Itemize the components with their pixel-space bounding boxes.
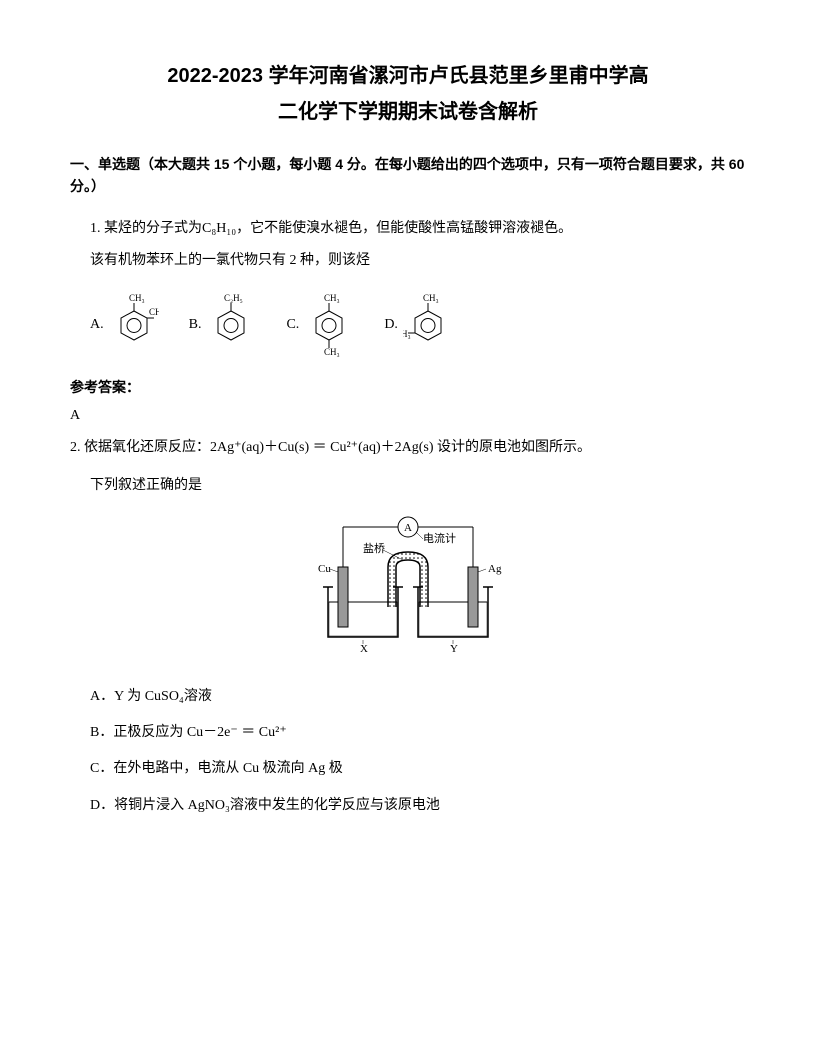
q2-option-b: B．正极反应为 Cu－2e⁻ ＝ Cu²⁺ <box>90 722 746 744</box>
q1-answer: A <box>70 405 746 427</box>
q2-option-d: D．将铜片浸入 AgNO₃溶液中发生的化学反应与该原电池 <box>90 795 746 817</box>
q1-option-b-label: B. <box>189 314 202 336</box>
svg-text:Cu: Cu <box>318 563 331 575</box>
q1-option-d: D. CH₃ CH₃ <box>384 293 453 358</box>
svg-text:CH₃: CH₃ <box>403 329 411 339</box>
benzene-b-icon: C₂H₅ <box>206 293 256 358</box>
benzene-d-icon: CH₃ CH₃ <box>403 293 453 358</box>
svg-text:CH₃: CH₃ <box>324 347 340 357</box>
q1-option-b: B. C₂H₅ <box>189 293 257 358</box>
svg-text:CH₃: CH₃ <box>129 293 145 303</box>
battery-diagram: A 盐桥 电流计 Cu Ag <box>70 512 746 670</box>
q2-subtext: 下列叙述正确的是 <box>90 475 746 497</box>
q1-number: 1. <box>90 221 101 236</box>
q1-option-c: C. CH₃ CH₃ <box>286 293 354 358</box>
svg-text:X: X <box>360 643 368 655</box>
q2-options: A．Y 为 CuSO₄溶液 B．正极反应为 Cu－2e⁻ ＝ Cu²⁺ C．在外… <box>90 686 746 818</box>
question-1: 1. 某烃的分子式为C₈H₁₀，它不能使溴水褪色，但能使酸性高锰酸钾溶液褪色。 … <box>90 218 746 273</box>
section-header: 一、单选题（本大题共 15 个小题，每小题 4 分。在每小题给出的四个选项中，只… <box>70 153 746 198</box>
q1-option-c-label: C. <box>286 314 299 336</box>
svg-text:CH₃: CH₃ <box>324 293 340 303</box>
svg-text:电流计: 电流计 <box>423 531 456 545</box>
title-line2: 二化学下学期期末试卷含解析 <box>70 96 746 128</box>
q1-formula: C₈H₁₀ <box>202 221 236 236</box>
benzene-c-icon: CH₃ CH₃ <box>304 293 354 358</box>
q2-text: 依据氧化还原反应：2Ag⁺(aq)＋Cu(s) ＝ Cu²⁺(aq)＋2Ag(s… <box>84 440 591 455</box>
svg-text:Ag: Ag <box>488 563 502 575</box>
q1-text-part2: ，它不能使溴水褪色，但能使酸性高锰酸钾溶液褪色。 <box>236 221 572 236</box>
question-2: 2. 依据氧化还原反应：2Ag⁺(aq)＋Cu(s) ＝ Cu²⁺(aq)＋2A… <box>70 437 746 459</box>
title-line1: 2022-2023 学年河南省漯河市卢氏县范里乡里甫中学高 <box>70 60 746 92</box>
q1-text-line2: 该有机物苯环上的一氯代物只有 2 种，则该烃 <box>90 250 746 272</box>
q1-text-part1: 某烃的分子式为 <box>104 221 202 236</box>
q1-option-a: A. CH₃ CH₃ <box>90 293 159 358</box>
q1-option-a-label: A. <box>90 314 104 336</box>
q2-number: 2. <box>70 440 81 455</box>
svg-text:CH₃: CH₃ <box>423 293 439 303</box>
q2-option-a: A．Y 为 CuSO₄溶液 <box>90 686 746 708</box>
q1-text: 1. 某烃的分子式为C₈H₁₀，它不能使溴水褪色，但能使酸性高锰酸钾溶液褪色。 <box>90 218 746 240</box>
q1-options: A. CH₃ CH₃ B. C₂H₅ C. CH₃ CH₃ D. <box>90 293 746 358</box>
benzene-a-icon: CH₃ CH₃ <box>109 293 159 358</box>
battery-diagram-icon: A 盐桥 电流计 Cu Ag <box>308 512 508 662</box>
svg-text:C₂H₅: C₂H₅ <box>224 293 243 303</box>
answer-label: 参考答案： <box>70 378 746 400</box>
svg-text:CH₃: CH₃ <box>149 307 159 317</box>
q1-option-d-label: D. <box>384 314 398 336</box>
svg-text:Y: Y <box>450 643 458 655</box>
q2-option-c: C．在外电路中，电流从 Cu 极流向 Ag 极 <box>90 758 746 780</box>
svg-text:A: A <box>404 522 412 534</box>
svg-text:盐桥: 盐桥 <box>363 542 385 555</box>
